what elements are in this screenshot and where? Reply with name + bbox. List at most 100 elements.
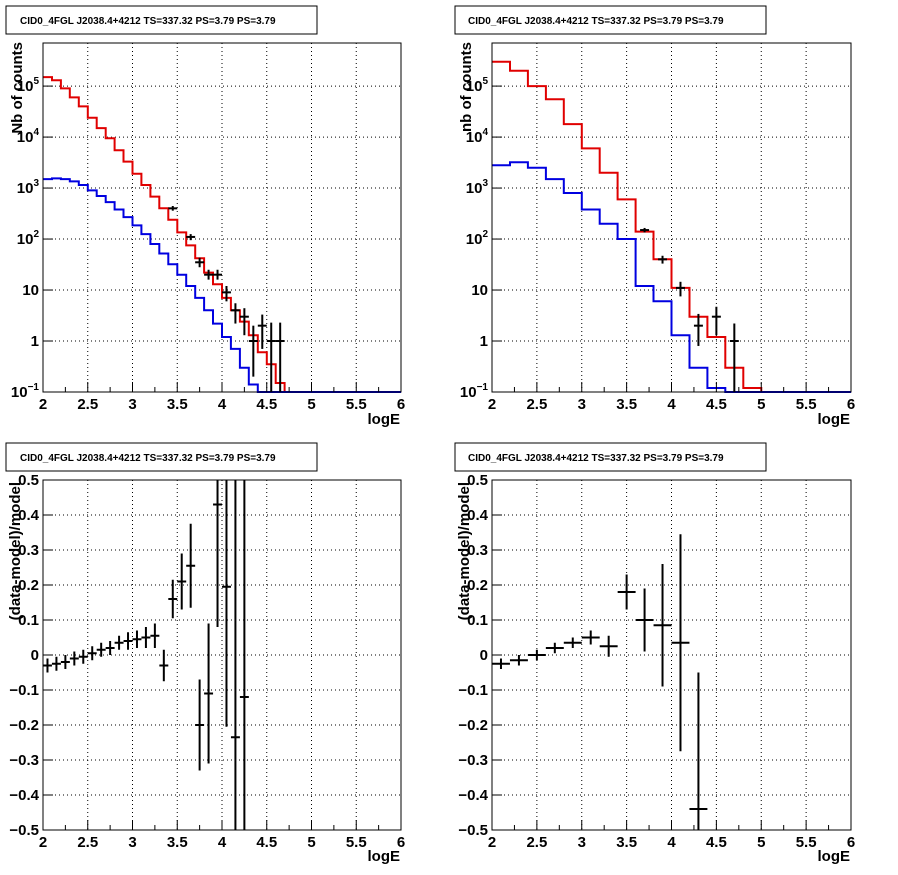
y-tick-label: 0.1 [467,612,488,629]
title-box [5,442,318,472]
data-point [248,325,258,377]
y-tick-label: −0.4 [9,787,39,804]
x-tick-label: 4.5 [256,396,277,413]
title-box [454,442,767,472]
x-tick-label: 3 [128,396,136,413]
chart-title: CID0_4FGL J2038.4+4212 TS=337.32 PS=3.79… [20,453,276,464]
x-tick-label: 3.5 [167,396,188,413]
x-tick-label: 3.5 [616,834,637,851]
x-tick-label: 5.5 [346,396,367,413]
x-tick-label: 4 [667,396,676,413]
y-tick-label: 0 [480,647,488,664]
y-axis-label: nb of counts [458,42,475,132]
y-tick-label: 10−1 [11,382,40,401]
data-point [509,655,528,666]
x-axis-label: logE [368,411,401,428]
data-point [213,269,222,280]
data-point [177,553,187,610]
data-point [186,234,196,241]
y-tick-label: 0.4 [18,507,40,524]
data-point [711,306,721,336]
x-tick-label: 2 [39,834,47,851]
x-tick-label: 2.5 [526,834,547,851]
data-point [168,205,178,211]
data-point [43,658,52,673]
data-point [69,651,79,666]
x-tick-label: 4.5 [256,834,277,851]
data-point [222,285,231,302]
data-point [492,658,510,669]
x-tick-label: 5 [757,396,765,413]
data-point [51,656,61,671]
y-axis-label: (data-model)/model [456,482,473,620]
y-tick-label: 103 [17,178,40,197]
panel-counts-right: CID0_4FGL J2038.4+4212 TS=337.32 PS=3.79… [454,5,855,428]
data-point [230,303,240,324]
x-tick-label: 4 [218,396,227,413]
data-point [653,564,672,687]
data-point [527,649,546,661]
data-points [43,480,249,830]
x-tick-label: 5.5 [796,396,817,413]
y-axis-label: Nb of counts [9,42,26,134]
panel-counts-left: CID0_4FGL J2038.4+4212 TS=337.32 PS=3.79… [5,5,405,428]
data-point [617,574,636,610]
data-point [239,480,249,830]
data-point [581,630,600,645]
y-tick-label: 0.5 [18,472,39,489]
y-tick-label: 0.2 [18,577,39,594]
data-point [195,679,205,771]
data-point [60,655,70,669]
y-tick-label: −0.2 [9,717,39,734]
y-tick-label: 0.1 [18,612,39,629]
x-tick-label: 2.5 [77,834,98,851]
x-tick-label: 5 [307,396,315,413]
x-tick-label: 2.5 [526,396,547,413]
x-tick-label: 5.5 [346,834,367,851]
x-tick-label: 4 [218,834,227,851]
data-point [658,255,668,264]
data-point [87,646,97,661]
x-tick-label: 6 [847,834,855,851]
data-point [545,642,564,654]
y-tick-label: −0.2 [458,717,488,734]
y-tick-label: 0 [31,647,39,664]
x-tick-label: 2 [488,396,496,413]
data-point [640,227,650,233]
title-box [5,5,318,35]
chart-title: CID0_4FGL J2038.4+4212 TS=337.32 PS=3.79… [468,16,724,27]
data-point [114,635,124,650]
data-point [599,635,618,657]
data-point [635,588,654,652]
x-tick-label: 6 [397,396,405,413]
y-tick-label: 0.3 [467,542,488,559]
data-point [230,480,240,830]
title-box [454,5,767,35]
y-tick-label: 1 [480,333,488,350]
y-axis-label: (data-model)/model [7,482,24,620]
data-point [186,523,196,608]
data-point [159,649,169,682]
y-tick-label: 103 [466,178,489,197]
data-point [563,637,582,648]
x-tick-label: 2 [488,834,496,851]
y-tick-label: 10 [22,282,39,299]
x-tick-label: 3 [578,834,586,851]
y-tick-label: 10 [471,282,488,299]
x-tick-label: 3.5 [616,396,637,413]
data-point [105,641,115,655]
series-line-0 [43,76,401,393]
y-tick-label: 104 [17,127,40,146]
y-tick-label: −0.5 [9,822,39,839]
x-axis-label: logE [368,848,401,865]
y-tick-label: 10−1 [460,382,489,401]
panel-residuals-right: CID0_4FGL J2038.4+4212 TS=337.32 PS=3.79… [454,442,855,865]
y-tick-label: 105 [17,76,40,95]
y-tick-label: −0.3 [9,752,39,769]
grid-lines [42,43,402,393]
x-tick-label: 4.5 [706,396,727,413]
y-tick-label: 102 [17,229,40,248]
data-point [132,630,142,648]
x-axis-label: logE [818,848,851,865]
x-tick-label: 6 [847,396,855,413]
